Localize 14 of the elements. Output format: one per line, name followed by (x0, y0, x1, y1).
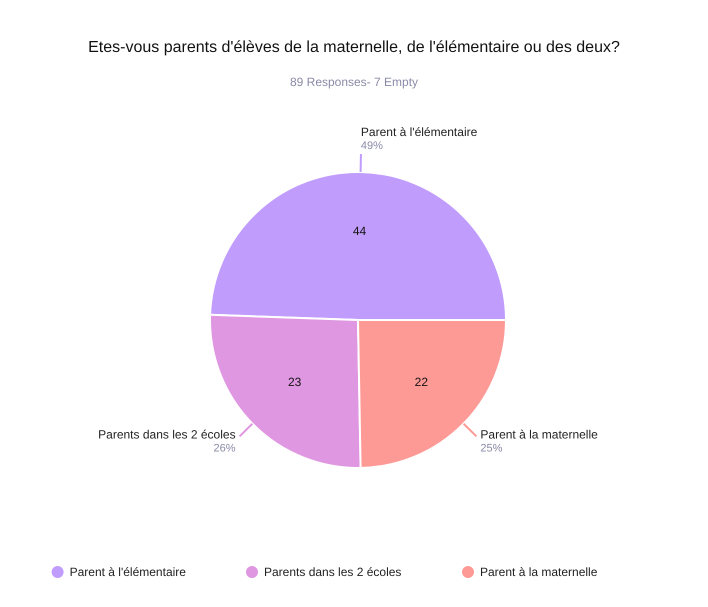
slice-label: Parents dans les 2 écoles (98, 427, 236, 442)
text: 26% (214, 442, 236, 454)
legend-label: Parent à l'élémentaire (70, 565, 186, 579)
legend-label: Parents dans les 2 écoles (264, 565, 402, 579)
text: 49% (360, 140, 384, 152)
data-label: 44 (352, 224, 367, 238)
text: 25% (480, 442, 503, 454)
legend-label: Parent à la maternelle (480, 565, 598, 579)
chart-subtitle: 89 Responses- 7 Empty (290, 75, 418, 89)
slice-label: Parent à la maternelle (480, 427, 598, 442)
chart-title: Etes-vous parents d'élèves de la maternelle, de l'élémentaire ou des deux? (88, 39, 620, 56)
data-label: 23 (288, 375, 302, 390)
slice-label: Parent à l'élémentaire (360, 125, 478, 140)
data-label: 22 (414, 375, 428, 390)
